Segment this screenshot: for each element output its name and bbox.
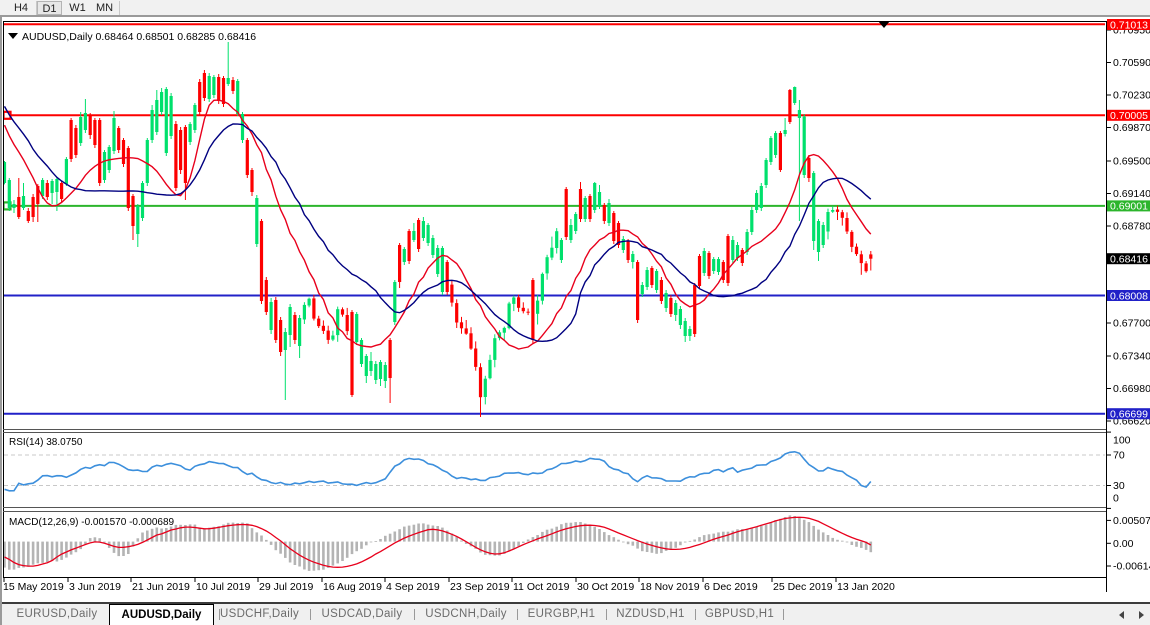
svg-text:30: 30 [1113,480,1125,492]
svg-text:-0.006148: -0.006148 [1113,561,1150,573]
svg-text:0.68780: 0.68780 [1113,221,1150,233]
svg-text:15 May 2019: 15 May 2019 [3,581,64,593]
svg-text:29 Jul 2019: 29 Jul 2019 [259,581,313,593]
svg-text:18 Nov 2019: 18 Nov 2019 [640,581,700,593]
svg-text:0.71013: 0.71013 [1110,19,1148,31]
svg-text:70: 70 [1113,450,1125,462]
svg-text:0.69140: 0.69140 [1113,188,1150,200]
svg-text:RSI(14) 38.0750: RSI(14) 38.0750 [9,437,83,448]
svg-text:21 Jun 2019: 21 Jun 2019 [132,581,190,593]
svg-text:6 Dec 2019: 6 Dec 2019 [704,581,758,593]
svg-text:0.69001: 0.69001 [1110,201,1148,213]
svg-text:0.70230: 0.70230 [1113,90,1150,102]
svg-text:16 Aug 2019: 16 Aug 2019 [323,581,382,593]
svg-text:13 Jan 2020: 13 Jan 2020 [837,581,895,593]
svg-text:0.69500: 0.69500 [1113,156,1150,168]
svg-text:0.00: 0.00 [1113,538,1134,550]
svg-text:30 Oct 2019: 30 Oct 2019 [577,581,634,593]
svg-text:3 Jun 2019: 3 Jun 2019 [69,581,121,593]
svg-text:23 Sep 2019: 23 Sep 2019 [450,581,510,593]
svg-text:0.69870: 0.69870 [1113,122,1150,134]
svg-text:11 Oct 2019: 11 Oct 2019 [513,581,570,593]
svg-text:0.68008: 0.68008 [1110,290,1148,302]
svg-text:4 Sep 2019: 4 Sep 2019 [386,581,440,593]
svg-text:0.68416: 0.68416 [1110,254,1148,266]
svg-text:0.67700: 0.67700 [1113,318,1150,330]
svg-text:25 Dec 2019: 25 Dec 2019 [773,581,833,593]
svg-text:0.66980: 0.66980 [1113,383,1150,395]
svg-text:0.67340: 0.67340 [1113,351,1150,363]
svg-text:0.005076: 0.005076 [1113,515,1150,527]
svg-text:0.70590: 0.70590 [1113,57,1150,69]
svg-text:100: 100 [1113,435,1131,447]
svg-text:0.66699: 0.66699 [1110,409,1148,421]
svg-text:AUDUSD,Daily 0.68464 0.68501: AUDUSD,Daily 0.68464 0.68501 0.68285 0.6… [22,31,256,43]
svg-text:MACD(12,26,9) -0.001570 -0.000: MACD(12,26,9) -0.001570 -0.000689 [9,517,175,528]
svg-text:10 Jul 2019: 10 Jul 2019 [196,581,250,593]
svg-text:0: 0 [1113,493,1119,505]
svg-text:0.70005: 0.70005 [1110,110,1148,122]
